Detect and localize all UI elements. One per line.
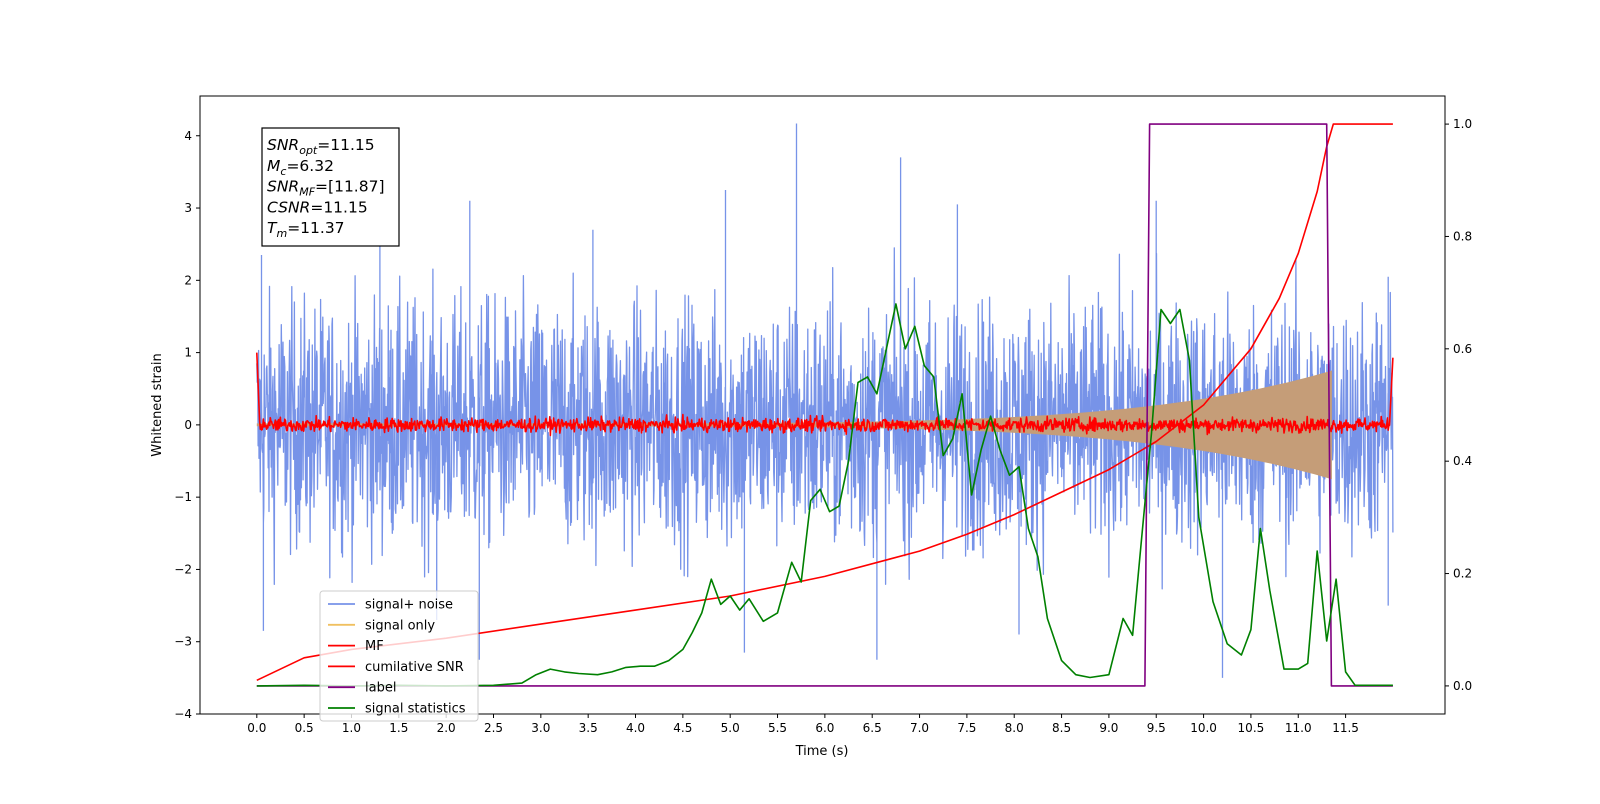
y-left-tick-label: 1 [184, 346, 192, 360]
annotation-value: =6.32 [286, 157, 334, 175]
x-tick-label: 3.0 [531, 721, 550, 735]
annotation-box: SNRopt=11.15Mc=6.32SNRMF=[11.87]CSNR=11.… [261, 127, 400, 247]
annotation-subscript: m [276, 227, 287, 240]
legend-item-label: signal statistics [365, 702, 466, 717]
annotation-line: SNRopt=11.15 [267, 136, 375, 157]
y-right-tick-label: 1.0 [1453, 117, 1472, 131]
x-axis-label: Time (s) [795, 744, 849, 759]
y-right-tick-label: 0.2 [1453, 567, 1472, 581]
x-tick-label: 1.0 [342, 721, 361, 735]
annotation-symbol: T [267, 219, 278, 237]
x-tick-label: 7.5 [957, 721, 976, 735]
x-tick-label: 2.5 [484, 721, 503, 735]
annotation-subscript: opt [299, 144, 318, 157]
x-tick-label: 9.5 [1147, 721, 1166, 735]
legend-item-label: label [365, 681, 396, 696]
annotation-value: =11.15 [317, 136, 374, 154]
legend-item-label: signal+ noise [365, 598, 453, 613]
legend: signal+ noise signal only MF cumilative SNR… [319, 590, 479, 722]
cumulative-snr-line [256, 123, 1393, 682]
x-tick-label: 6.5 [863, 721, 882, 735]
y-left-tick-label: −3 [174, 635, 192, 649]
annotation-line: Mc=6.32 [267, 157, 334, 178]
annotation-symbol: SNR [267, 178, 299, 196]
x-tick-label: 11.5 [1332, 721, 1359, 735]
y-right-tick-label: 0.0 [1453, 679, 1472, 693]
legend-item-label: MF [365, 639, 384, 654]
annotation-value: =11.37 [287, 219, 344, 237]
y-left-tick-label: 4 [184, 129, 192, 143]
x-tick-label: 1.5 [389, 721, 408, 735]
x-tick-label: 11.0 [1285, 721, 1312, 735]
y-left-tick-label: −2 [174, 562, 192, 576]
x-tick-label: 0.0 [247, 721, 266, 735]
legend-frame [319, 590, 479, 722]
y-left-tick-label: −4 [174, 707, 192, 721]
y-left-tick-label: −1 [174, 490, 192, 504]
mf-line [256, 352, 1394, 437]
x-tick-label: 6.0 [815, 721, 834, 735]
legend-item-label: cumilative SNR [365, 660, 464, 675]
data-layer [256, 123, 1394, 687]
annotation-subscript: c [280, 165, 286, 178]
y-axis-label: Whitened strain [150, 353, 165, 456]
y-right-tick-label: 0.8 [1453, 229, 1472, 243]
annotation-symbol: M [267, 157, 280, 175]
annotation-line: CSNR=11.15 [267, 198, 368, 216]
annotation-value: =11.15 [310, 198, 367, 216]
annotation-value: =[11.87] [315, 178, 384, 196]
annotation-subscript: MF [299, 186, 315, 199]
annotation-line: SNRMF=[11.87] [267, 178, 385, 199]
series-label [256, 123, 1393, 687]
y-left-tick-label: 3 [184, 201, 192, 215]
y-right-tick-label: 0.6 [1453, 342, 1472, 356]
x-tick-label: 2.0 [437, 721, 456, 735]
x-tick-label: 3.5 [579, 721, 598, 735]
x-tick-label: 8.5 [1052, 721, 1071, 735]
x-tick-label: 4.0 [626, 721, 645, 735]
x-tick-label: 5.5 [768, 721, 787, 735]
annotation-symbol: CSNR [267, 198, 310, 216]
annotation-line: Tm=11.37 [267, 219, 345, 240]
annotation-frame [261, 127, 400, 247]
plot-frame [199, 95, 1446, 715]
y-left-tick-label: 0 [184, 418, 192, 432]
legend-item-label: signal only [365, 618, 435, 633]
label-line [256, 123, 1393, 687]
x-tick-label: 7.0 [910, 721, 929, 735]
signal-statistics-line [256, 303, 1393, 687]
y-right-tick-label: 0.4 [1453, 454, 1472, 468]
x-tick-label: 4.5 [673, 721, 692, 735]
series-cumulative-snr [256, 123, 1393, 682]
axes-layer: 0.0 0.5 1.0 1.5 2.0 2.5 3.0 3.5 4.0 4.5 5.0 5.5 6.0 6… [174, 117, 1472, 735]
annotation-symbol: SNR [267, 136, 299, 154]
x-tick-label: 10.5 [1238, 721, 1265, 735]
series-mf [256, 352, 1394, 437]
x-tick-label: 0.5 [295, 721, 314, 735]
x-tick-label: 9.0 [1099, 721, 1118, 735]
x-tick-label: 5.0 [721, 721, 740, 735]
series-signal-statistics [256, 303, 1393, 687]
x-tick-label: 8.0 [1005, 721, 1024, 735]
x-tick-label: 10.0 [1190, 721, 1217, 735]
y-left-tick-label: 2 [184, 273, 192, 287]
